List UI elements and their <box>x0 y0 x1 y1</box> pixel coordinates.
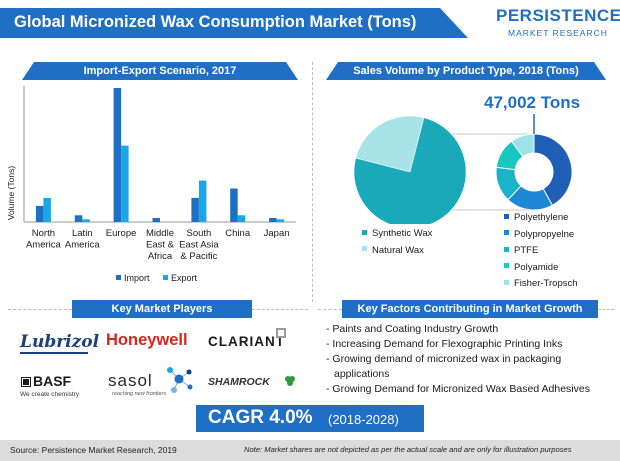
key-players-banner: Key Market Players <box>72 300 252 318</box>
bar-import-3 <box>152 218 160 222</box>
bar-import-2 <box>113 88 122 222</box>
x-tick-label: Europe <box>106 228 137 239</box>
divider-right-b <box>598 309 614 310</box>
logo-sub-text: MARKET RESEARCH <box>508 28 608 38</box>
x-tick-label: Africa <box>148 251 173 262</box>
title-bar <box>0 8 468 38</box>
legend-label: Polyamide <box>514 261 559 273</box>
x-tick-label: Middle <box>146 228 174 239</box>
basf-text: BASF <box>33 373 72 389</box>
source-text: Source: Persistence Market Research, 201… <box>10 445 177 455</box>
factor-item: - Paints and Coating Industry Growth <box>326 323 499 335</box>
vertical-divider <box>312 62 313 302</box>
bar-import-5 <box>230 188 238 222</box>
divider-right-a <box>318 309 342 310</box>
legend-import-label: Import <box>124 273 150 283</box>
bar-export-2 <box>121 145 129 222</box>
key-factors-list: - Paints and Coating Industry Growth - I… <box>326 322 618 397</box>
x-tick-label: Latin <box>72 228 93 239</box>
donut-legend: Polyethylene Polypropyelne PTFE Polyamid… <box>504 210 578 293</box>
sales-volume-chart <box>353 114 573 224</box>
shamrock-leaf-icon <box>285 376 295 386</box>
bar-export-6 <box>276 219 285 222</box>
bar-series-group <box>35 88 285 222</box>
x-tick-label: America <box>65 240 101 251</box>
sasol-tagline: reaching new frontiers <box>112 391 167 397</box>
legend-item-polyethylene: Polyethylene <box>504 210 578 227</box>
honeywell-logo: Honeywell <box>106 331 188 349</box>
clariant-mark-icon <box>276 328 286 338</box>
x-tick-label: America <box>26 240 62 251</box>
bar-import-6 <box>269 218 277 222</box>
factor-item: - Growing Demand for Micronized Wax Base… <box>326 383 590 395</box>
header: Global Micronized Wax Consumption Market… <box>0 0 620 50</box>
legend-item-natural-wax: Natural Wax <box>362 243 432 260</box>
legend-label: Synthetic Wax <box>372 228 433 239</box>
factor-item: - Growing demand of micronized wax in pa… <box>326 353 562 380</box>
bar-import-1 <box>74 215 83 222</box>
legend-label: Polypropyelne <box>514 228 575 240</box>
logo-main-text: PERSISTENCE <box>496 6 620 25</box>
lubrizol-logo: Lubrizol <box>20 332 100 352</box>
import-export-banner: Import-Export Scenario, 2017 <box>22 62 298 80</box>
factor-item: - Increasing Demand for Flexographic Pri… <box>326 338 563 350</box>
basf-square-icon <box>21 377 31 387</box>
bar-export-4 <box>198 180 207 222</box>
y-axis-label: Volume (Tons) <box>6 166 16 220</box>
donut-slice-fisher-tropsch <box>510 133 535 158</box>
pie-slice-natural-wax <box>355 115 425 173</box>
bar-export-0 <box>43 197 51 222</box>
legend-import-swatch <box>116 275 121 280</box>
sasol-molecule-icon <box>167 367 193 393</box>
legend-export-label: Export <box>171 273 198 283</box>
pie-legend: Synthetic Wax Natural Wax <box>362 226 432 259</box>
legend-label: PTFE <box>514 245 539 256</box>
pie-group <box>353 115 573 224</box>
legend-label: Polyethylene <box>514 212 569 223</box>
basf-tagline: We create chemistry <box>20 391 80 398</box>
page-title: Global Micronized Wax Consumption Market… <box>14 13 417 31</box>
divider-left-a <box>8 309 72 310</box>
clariant-logo: CLARIANT <box>208 334 285 349</box>
basf-logo: BASF <box>21 373 72 389</box>
x-tick-label: Japan <box>264 228 290 239</box>
x-tick-label: North <box>32 228 55 239</box>
total-tons-label: 47,002 Tons <box>484 93 581 112</box>
shamrock-logo: SHAMROCK <box>208 376 270 388</box>
x-tick-label: South <box>186 228 211 239</box>
legend-item-polypropylene: Polypropyelne <box>504 227 578 244</box>
legend-label: Fisher-Tropsch <box>514 278 578 289</box>
note-text: Note: Market shares are not depicted as … <box>244 445 572 454</box>
key-players-logos: Lubrizol Honeywell CLARIANT BASF We crea… <box>0 320 312 400</box>
x-tick-label: & Pacific <box>180 251 217 262</box>
key-factors-banner: Key Factors Contributing in Market Growt… <box>342 300 598 318</box>
bar-import-0 <box>35 205 44 222</box>
cagr-value: CAGR 4.0% <box>208 407 313 428</box>
footer: Source: Persistence Market Research, 201… <box>0 440 620 461</box>
legend-export-swatch <box>163 275 168 280</box>
pie-slice-synthetic-wax <box>353 117 467 224</box>
persistence-logo: PERSISTENCE MARKET RESEARCH <box>496 6 620 46</box>
import-export-chart: Volume (Tons) NorthAmericaLatinAmericaEu… <box>6 86 296 283</box>
legend-label: Natural Wax <box>372 244 424 256</box>
x-tick-label: China <box>225 228 251 239</box>
bar-import-4 <box>191 197 199 222</box>
legend-item-synthetic-wax: Synthetic Wax <box>362 226 432 243</box>
lubrizol-underline <box>20 352 88 354</box>
legend-item-ptfe: PTFE <box>504 243 578 260</box>
x-tick-label: East Asia <box>179 240 219 251</box>
bar-export-5 <box>237 215 246 222</box>
legend-item-fisher-tropsch: Fisher-Tropsch <box>504 276 578 293</box>
bar-export-1 <box>82 219 90 222</box>
sales-volume-banner: Sales Volume by Product Type, 2018 (Tons… <box>326 62 606 80</box>
sasol-logo: sasol <box>108 371 153 390</box>
cagr-period: (2018-2028) <box>328 412 399 427</box>
cagr-badge: CAGR 4.0% (2018-2028) <box>196 405 424 432</box>
x-tick-label: East & <box>146 240 175 251</box>
legend-item-polyamide: Polyamide <box>504 260 578 277</box>
donut-slice-polyethylene <box>533 133 573 206</box>
divider-left-b <box>252 309 308 310</box>
